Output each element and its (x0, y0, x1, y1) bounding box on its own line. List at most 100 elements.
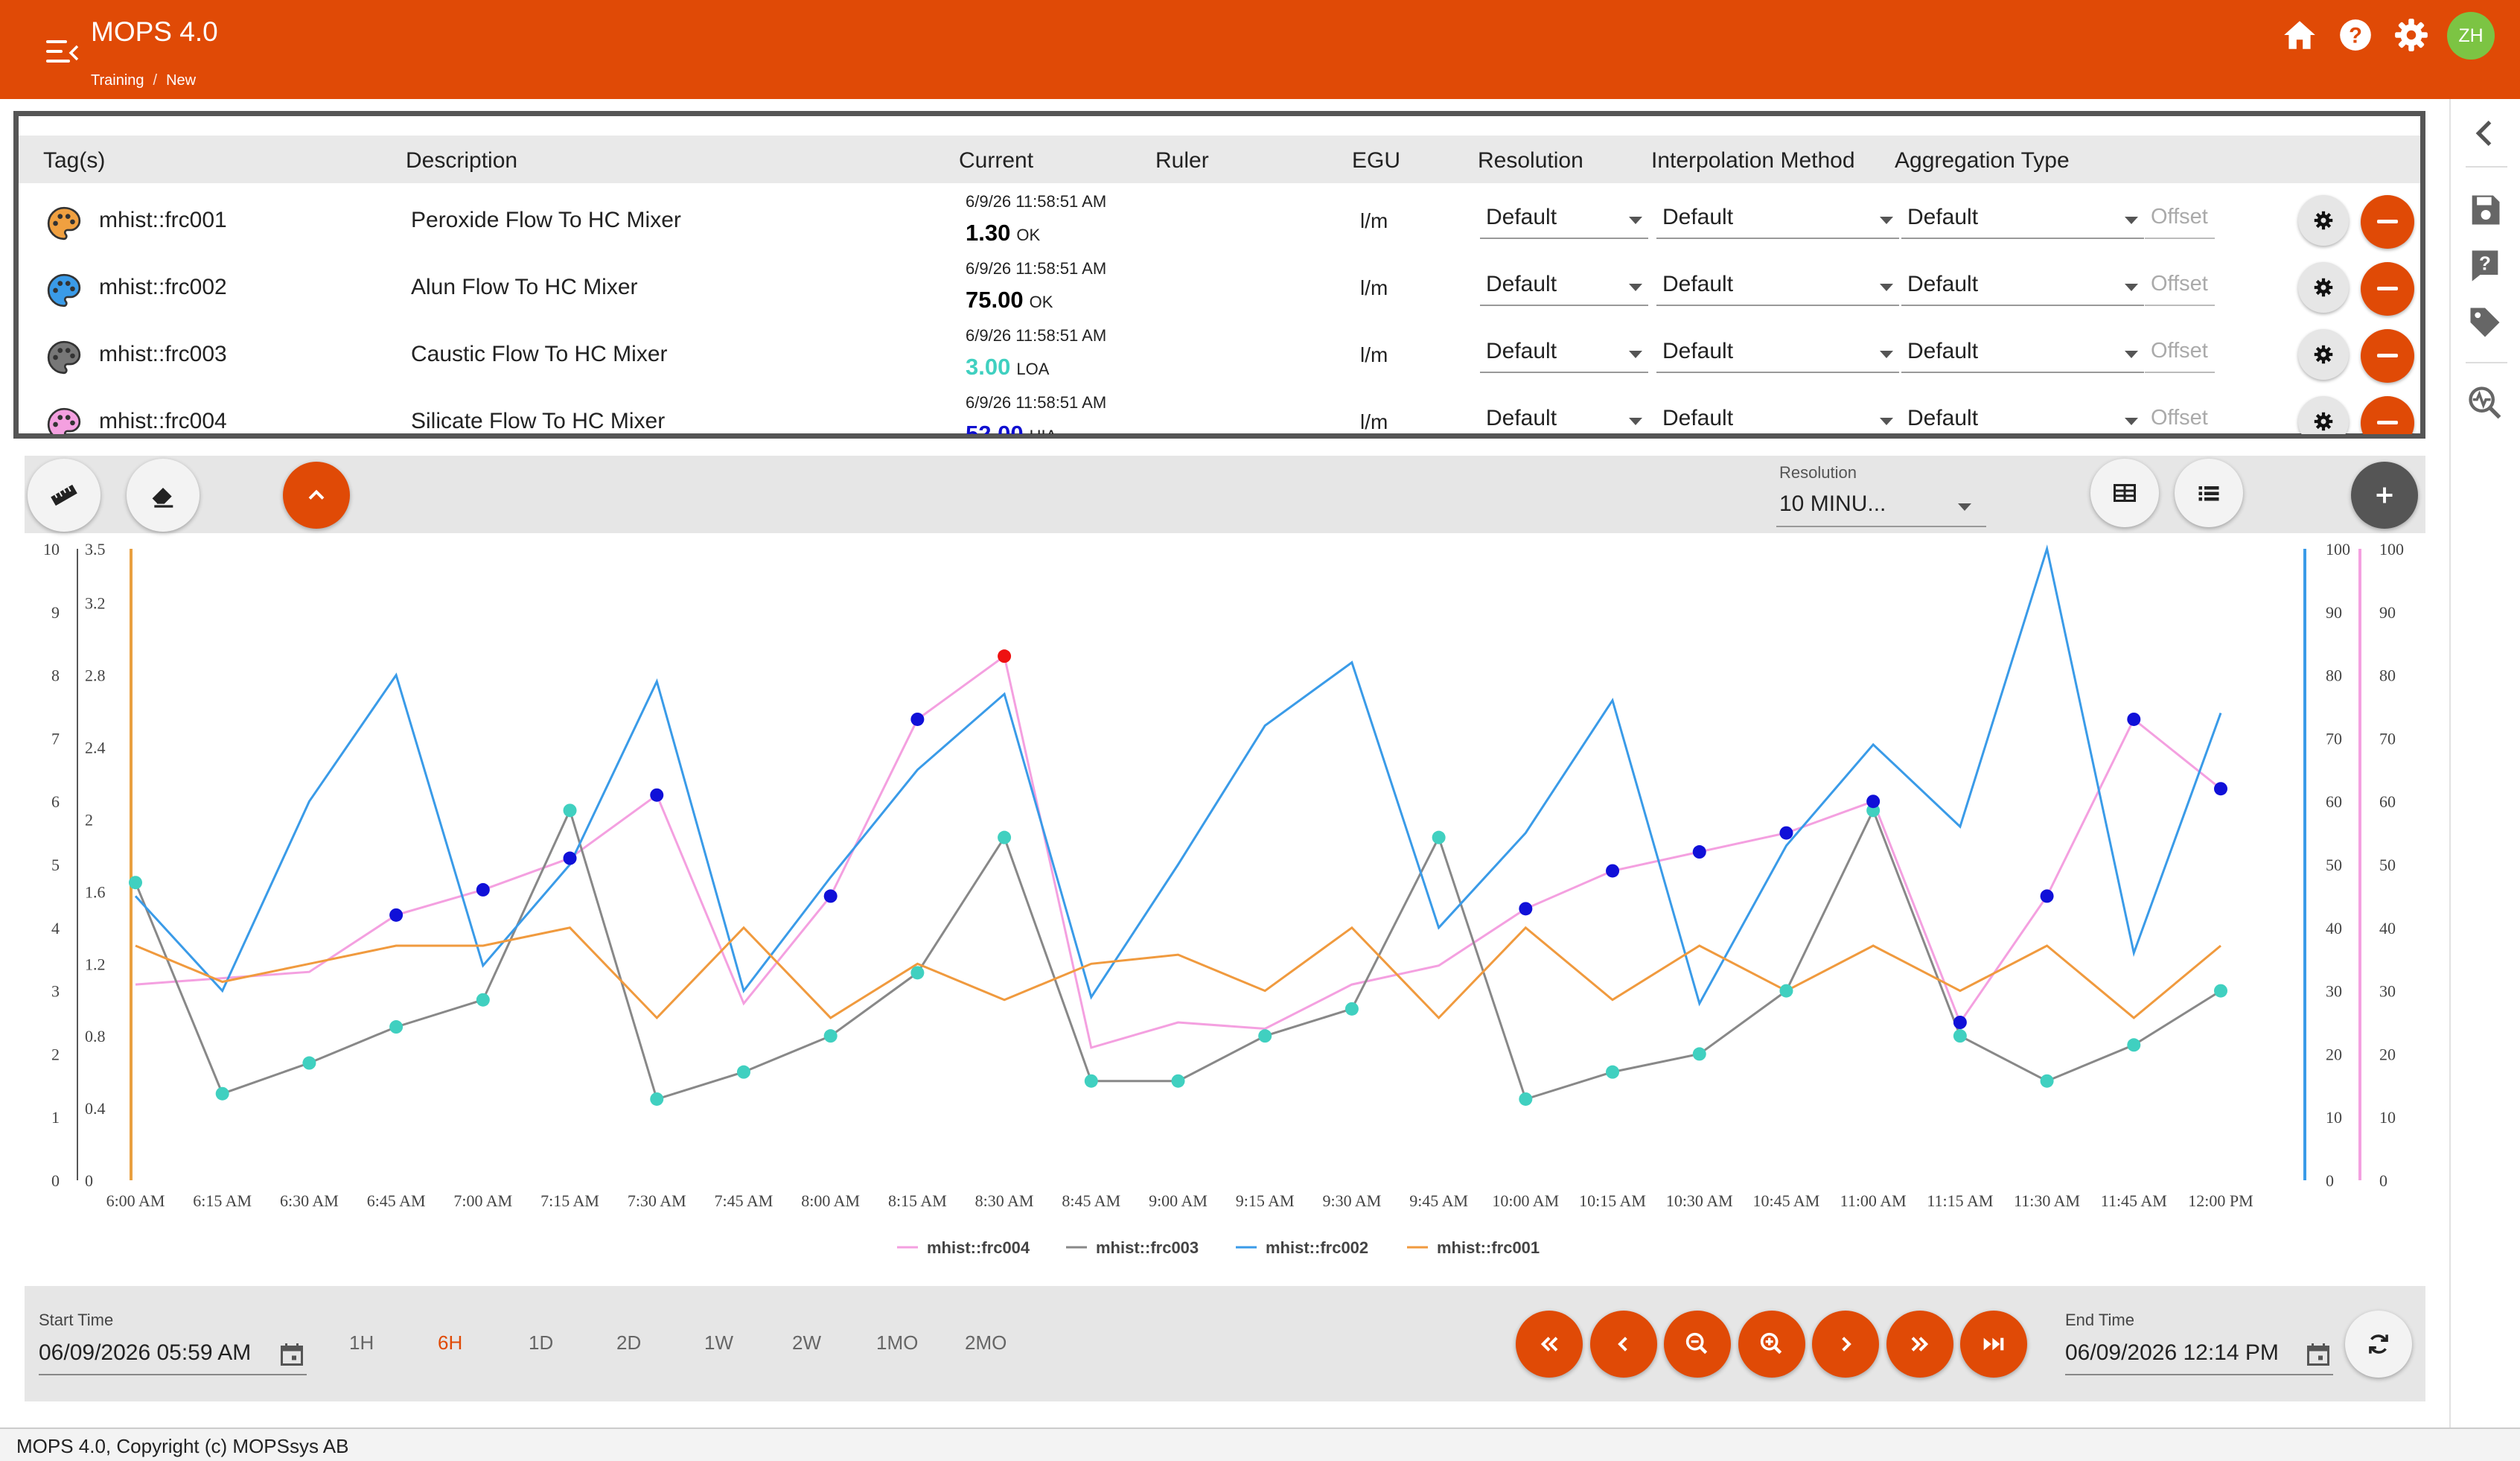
tag-settings-button[interactable] (2298, 262, 2349, 313)
header-interpolation: Interpolation Method (1651, 148, 1855, 173)
range-6h[interactable]: 6H (438, 1331, 463, 1354)
current-value: 3.00 LOA (966, 354, 1049, 381)
interpolation-select[interactable]: Default (1656, 397, 1899, 434)
resolution-select[interactable]: Default (1480, 196, 1648, 239)
remove-tag-button[interactable] (2361, 396, 2414, 434)
remove-tag-button[interactable] (2361, 195, 2414, 249)
start-time-input[interactable]: 06/09/2026 05:59 AM (39, 1340, 252, 1365)
legend-label: mhist::frc001 (1437, 1238, 1540, 1257)
settings-icon[interactable] (2393, 16, 2430, 54)
data-point (910, 712, 925, 726)
interpolation-select[interactable]: Default (1656, 263, 1899, 306)
calendar-icon[interactable] (2305, 1340, 2332, 1369)
breadcrumb-item-new[interactable]: New (166, 72, 197, 89)
eraser-button[interactable] (127, 459, 200, 532)
data-point (823, 1029, 838, 1043)
range-1h[interactable]: 1H (349, 1331, 374, 1354)
jump-forward-far-button[interactable] (1886, 1311, 1953, 1378)
aggregation-select[interactable]: Default (1901, 330, 2144, 373)
aggregation-select[interactable]: Default (1901, 196, 2144, 239)
ruler-button[interactable] (28, 459, 101, 532)
data-point (1779, 826, 1793, 840)
calendar-icon[interactable] (278, 1340, 305, 1369)
zoom-out-button[interactable] (1664, 1311, 1731, 1378)
minus-icon (2377, 421, 2398, 424)
remove-tag-button[interactable] (2361, 262, 2414, 316)
x-tick-label: 6:30 AM (280, 1191, 339, 1210)
menu-icon[interactable] (46, 37, 79, 67)
x-tick-label: 7:45 AM (715, 1191, 773, 1210)
right-inner-tick-label: 0 (2326, 1171, 2334, 1190)
interpolation-select[interactable]: Default (1656, 330, 1899, 373)
data-point (1171, 1074, 1185, 1088)
trend-search-icon[interactable] (2466, 383, 2504, 422)
data-point (563, 851, 577, 865)
help-icon[interactable]: ? (2337, 16, 2374, 54)
step-back-button[interactable] (1590, 1311, 1657, 1378)
tag-icon[interactable] (2466, 303, 2504, 342)
list-view-button[interactable] (2175, 459, 2243, 527)
gear-icon (2314, 211, 2333, 230)
offset-input[interactable]: Offset (2145, 397, 2215, 434)
range-2d[interactable]: 2D (616, 1331, 642, 1354)
right-inner-tick-label: 100 (2326, 540, 2350, 558)
x-tick-label: 8:00 AM (801, 1191, 860, 1210)
tag-name: mhist::frc002 (99, 275, 227, 299)
right-outer-tick-label: 20 (2379, 1045, 2396, 1063)
right-inner-tick-label: 60 (2326, 792, 2342, 811)
resolution-select[interactable]: Default (1480, 330, 1648, 373)
interpolation-select[interactable]: Default (1656, 196, 1899, 239)
save-icon[interactable] (2466, 191, 2504, 229)
resolution-select[interactable]: Default (1480, 397, 1648, 434)
offset-input[interactable]: Offset (2145, 330, 2215, 373)
trend-chart[interactable]: 01234567891000.40.81.21.622.42.83.23.501… (0, 540, 2449, 1262)
range-1w[interactable]: 1W (704, 1331, 733, 1354)
aggregation-select[interactable]: Default (1901, 397, 2144, 434)
palette-icon[interactable] (45, 272, 83, 309)
add-button[interactable] (2351, 462, 2418, 529)
data-point (1084, 1074, 1098, 1088)
collapse-panel-button[interactable] (283, 462, 350, 529)
end-time-input[interactable]: 06/09/2026 12:14 PM (2065, 1340, 2279, 1365)
home-icon[interactable] (2281, 16, 2318, 54)
ruler-icon (51, 484, 77, 506)
svg-text:?: ? (2349, 24, 2362, 48)
jump-to-end-button[interactable] (1960, 1311, 2027, 1378)
palette-icon[interactable] (45, 205, 83, 242)
refresh-button[interactable] (2345, 1311, 2412, 1378)
zoom-in-button[interactable] (1738, 1311, 1805, 1378)
tag-settings-button[interactable] (2298, 396, 2349, 434)
legend-label: mhist::frc002 (1266, 1238, 1368, 1257)
help-doc-icon[interactable]: ? (2466, 246, 2504, 284)
left-outer-tick-label: 6 (51, 792, 60, 811)
resolution-select[interactable]: Default (1480, 263, 1648, 306)
tag-settings-button[interactable] (2298, 329, 2349, 380)
aggregation-select[interactable]: Default (1901, 263, 2144, 306)
palette-icon[interactable] (45, 406, 83, 434)
jump-back-far-button[interactable] (1516, 1311, 1583, 1378)
breadcrumb-item-training[interactable]: Training (91, 72, 144, 89)
tag-settings-button[interactable] (2298, 195, 2349, 246)
range-1mo[interactable]: 1MO (876, 1331, 919, 1354)
range-2mo[interactable]: 2MO (965, 1331, 1007, 1354)
collapse-chevron-icon[interactable] (2466, 114, 2504, 153)
left-outer-tick-label: 8 (51, 666, 60, 685)
tag-row: mhist::frc004 Silicate Flow To HC Mixer … (19, 388, 2420, 434)
palette-icon[interactable] (45, 339, 83, 376)
offset-input[interactable]: Offset (2145, 263, 2215, 306)
chart-toolbar (25, 456, 2425, 533)
range-2w[interactable]: 2W (792, 1331, 821, 1354)
table-view-button[interactable] (2090, 459, 2159, 527)
double-chevron-left-icon (1540, 1337, 1558, 1352)
chart-resolution-select[interactable]: 10 MINU... (1776, 484, 1986, 527)
resolution-label: Resolution (1779, 463, 1857, 482)
current-timestamp: 6/9/26 11:58:51 AM (966, 192, 1107, 211)
tag-row: mhist::frc001 Peroxide Flow To HC Mixer … (19, 187, 2420, 254)
right-outer-tick-label: 90 (2379, 603, 2396, 622)
range-1d[interactable]: 1D (529, 1331, 554, 1354)
offset-input[interactable]: Offset (2145, 196, 2215, 239)
data-point (302, 1056, 316, 1070)
user-avatar[interactable]: ZH (2447, 12, 2495, 60)
step-forward-button[interactable] (1812, 1311, 1879, 1378)
remove-tag-button[interactable] (2361, 329, 2414, 383)
